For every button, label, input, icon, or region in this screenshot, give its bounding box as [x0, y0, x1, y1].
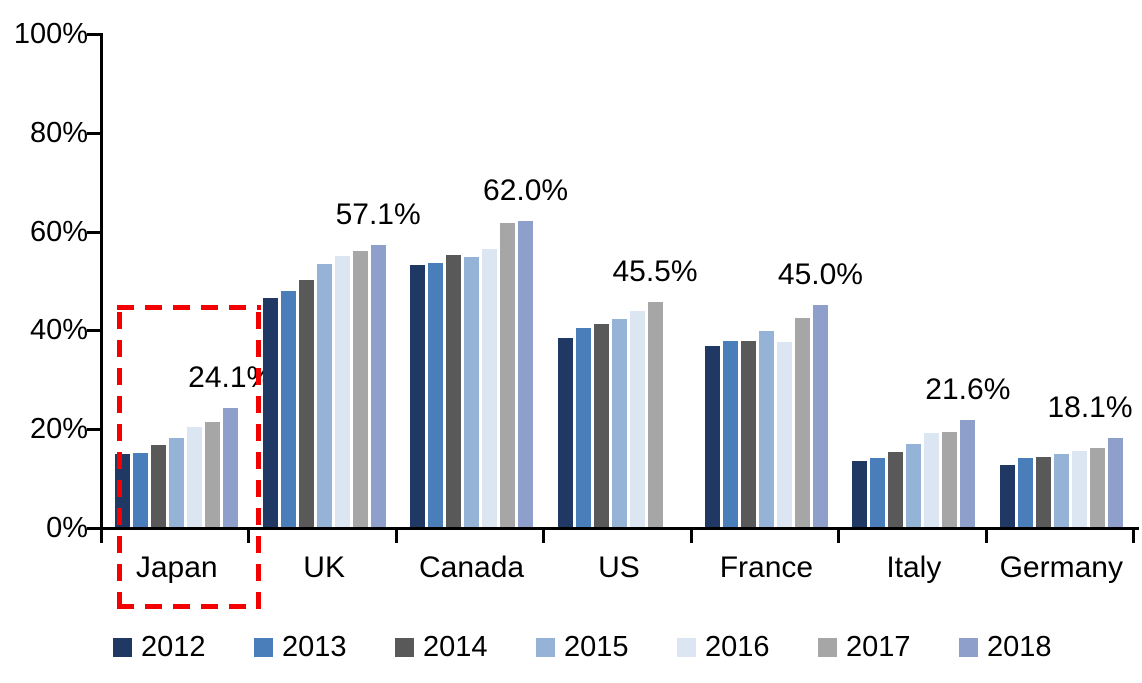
- legend-swatch-icon: [113, 637, 132, 657]
- legend-label: 2012: [141, 631, 206, 663]
- bar-uk-2013: [280, 290, 296, 527]
- bar-canada-2014: [446, 255, 462, 527]
- bar-canada-2018: [518, 220, 534, 527]
- legend-label: 2016: [705, 631, 770, 663]
- bar-france-2013: [722, 340, 738, 527]
- data-label-italy: 21.6%: [925, 373, 1011, 407]
- data-label-us: 45.5%: [612, 255, 698, 289]
- chart-legend: 2012 2013 2014 2015 2016 2017 2018: [113, 632, 1100, 662]
- bar-france-2014: [740, 341, 756, 527]
- legend-item-2014: 2014: [395, 632, 536, 662]
- data-label-france: 45.0%: [777, 257, 863, 291]
- bar-uk-2015: [316, 264, 332, 527]
- legend-label: 2014: [423, 631, 488, 663]
- legend-item-2018: 2018: [959, 632, 1100, 662]
- bar-germany-2014: [1035, 456, 1051, 527]
- y-axis-tick: [87, 329, 100, 333]
- data-label-germany: 18.1%: [1047, 390, 1133, 424]
- y-axis-tick: [87, 33, 100, 36]
- legend-swatch-icon: [395, 637, 414, 657]
- legend-swatch-icon: [818, 637, 837, 657]
- legend-item-2015: 2015: [536, 632, 677, 662]
- bar-france-2017: [794, 317, 810, 527]
- x-axis-category-label: Italy: [886, 551, 942, 584]
- bar-us-2013: [575, 328, 591, 527]
- x-axis-tick: [1132, 527, 1135, 543]
- bar-germany-2013: [1017, 458, 1033, 527]
- legend-swatch-icon: [536, 637, 555, 657]
- bar-us-2015: [611, 318, 627, 527]
- bar-us-2014: [593, 324, 609, 527]
- x-axis-category-label: Canada: [419, 551, 525, 584]
- bar-us-2012: [557, 337, 573, 527]
- bar-italy-2014: [888, 451, 904, 527]
- bar-canada-2012: [410, 264, 426, 527]
- y-axis-tick: [87, 527, 100, 530]
- bar-uk-2017: [352, 250, 368, 527]
- bar-canada-2015: [464, 256, 480, 527]
- x-axis-tick: [542, 527, 546, 543]
- bar-germany-2017: [1089, 448, 1105, 527]
- legend-label: 2017: [846, 631, 911, 663]
- legend-item-2012: 2012: [113, 632, 254, 662]
- x-axis-category-label: France: [719, 551, 814, 584]
- y-axis-tick-label: 60%: [29, 215, 88, 248]
- data-label-canada: 62.0%: [483, 173, 569, 207]
- bar-uk-2016: [334, 256, 350, 527]
- bar-uk-2014: [298, 280, 314, 527]
- y-axis-tick: [87, 428, 100, 432]
- bar-france-2018: [812, 304, 828, 527]
- bar-uk-2018: [370, 244, 386, 527]
- x-axis-category-label: Germany: [999, 551, 1123, 584]
- bar-france-2015: [758, 331, 774, 527]
- y-axis-tick: [87, 131, 100, 135]
- bar-italy-2012: [852, 461, 868, 527]
- bar-germany-2016: [1071, 451, 1087, 527]
- legend-label: 2015: [564, 631, 629, 663]
- bar-uk-2012: [262, 298, 278, 527]
- y-axis-tick-label: 20%: [29, 413, 88, 446]
- bar-france-2016: [776, 342, 792, 527]
- bar-italy-2018: [960, 420, 976, 527]
- legend-item-2017: 2017: [818, 632, 959, 662]
- bar-us-2017: [647, 302, 663, 527]
- bar-us-2016: [629, 311, 645, 527]
- x-axis-tick: [100, 527, 103, 543]
- bar-italy-2015: [906, 443, 922, 527]
- data-label-uk: 57.1%: [335, 197, 421, 231]
- bar-germany-2015: [1053, 454, 1069, 527]
- x-axis-tick: [689, 527, 693, 543]
- y-axis-tick-label: 100%: [13, 18, 88, 50]
- bar-germany-2018: [1107, 437, 1123, 527]
- y-axis-tick-label: 80%: [29, 116, 88, 149]
- bar-canada-2017: [500, 222, 516, 527]
- highlight-rectangle: [117, 305, 261, 609]
- y-axis-tick-label: 0%: [46, 512, 88, 544]
- x-axis-tick: [984, 527, 988, 543]
- x-axis-tick: [837, 527, 841, 543]
- y-axis-tick-label: 40%: [29, 314, 88, 347]
- bar-canada-2016: [482, 248, 498, 527]
- legend-swatch-icon: [254, 637, 273, 657]
- y-axis-tick: [87, 230, 100, 234]
- bar-canada-2013: [428, 262, 444, 527]
- bar-italy-2017: [942, 432, 958, 527]
- x-axis-tick: [394, 527, 398, 543]
- legend-label: 2018: [987, 631, 1052, 663]
- x-axis-category-label: UK: [303, 551, 345, 584]
- y-axis-line: [100, 33, 103, 530]
- bar-italy-2013: [870, 457, 886, 527]
- bar-france-2012: [704, 346, 720, 527]
- legend-label: 2013: [282, 631, 347, 663]
- legend-item-2016: 2016: [677, 632, 818, 662]
- x-axis-category-label: US: [598, 551, 640, 584]
- x-axis-line: [100, 527, 1139, 530]
- legend-swatch-icon: [677, 637, 696, 657]
- bar-germany-2012: [999, 465, 1015, 527]
- legend-swatch-icon: [959, 637, 978, 657]
- bar-italy-2016: [924, 433, 940, 527]
- legend-item-2013: 2013: [254, 632, 395, 662]
